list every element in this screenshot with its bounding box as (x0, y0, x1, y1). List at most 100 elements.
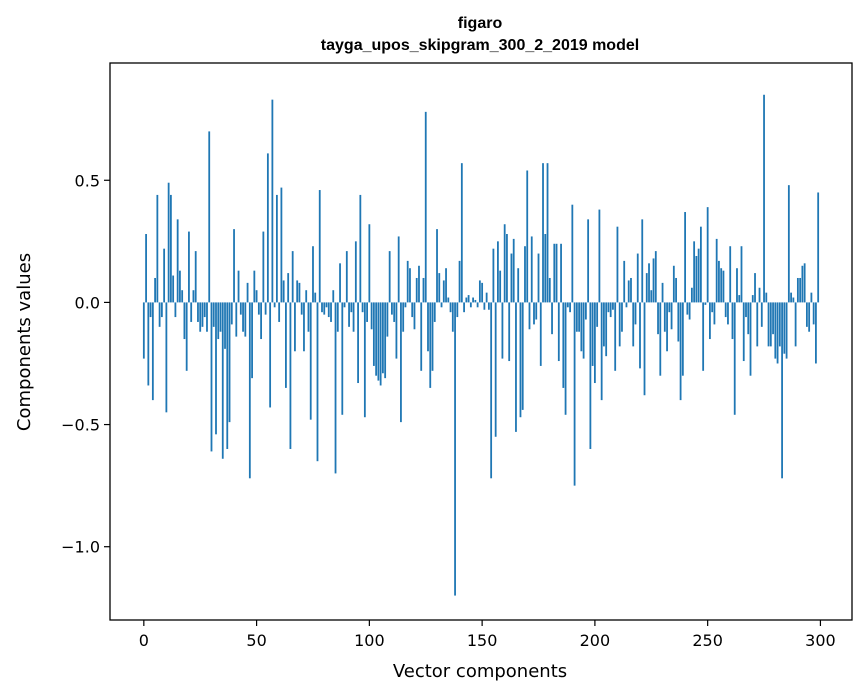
bar-component-181 (551, 302, 553, 335)
bar-component-269 (749, 302, 752, 376)
bar-component-214 (625, 302, 628, 308)
bar-component-43 (239, 302, 242, 315)
bar-component-54 (264, 302, 267, 315)
bar-component-27 (203, 302, 206, 318)
bar-component-21 (190, 302, 193, 322)
bar-component-185 (560, 243, 562, 303)
bar-component-230 (661, 282, 664, 303)
bar-component-227 (654, 251, 657, 303)
bar-component-259 (727, 302, 729, 325)
bar-component-89 (343, 302, 346, 308)
bar-component-144 (467, 295, 470, 303)
bar-component-35 (221, 302, 224, 459)
bar-component-100 (368, 224, 371, 303)
bar-component-182 (553, 243, 556, 303)
bar-component-112 (395, 302, 398, 359)
bar-component-83 (330, 302, 332, 322)
bar-component-77 (316, 302, 319, 462)
bar-component-195 (582, 302, 585, 359)
bar-component-233 (668, 302, 671, 313)
bar-component-191 (573, 302, 576, 486)
bar-component-48 (251, 302, 253, 379)
bar-component-121 (415, 277, 418, 303)
bar-component-9 (163, 248, 166, 303)
bar-component-149 (478, 280, 481, 303)
bar-component-284 (783, 302, 786, 354)
bar-component-166 (517, 268, 520, 303)
bar-component-88 (341, 302, 344, 415)
bar-component-197 (587, 219, 590, 303)
bar-component-114 (400, 302, 402, 423)
bar-component-96 (359, 194, 362, 303)
bar-component-29 (208, 131, 211, 303)
bar-component-125 (424, 111, 427, 303)
bar-component-56 (269, 302, 272, 408)
bar-component-40 (233, 229, 235, 303)
bar-component-224 (648, 263, 650, 303)
bar-component-158 (499, 270, 502, 303)
x-tick-label-100: 100 (354, 631, 385, 650)
bar-component-137 (451, 302, 454, 332)
bar-component-13 (172, 275, 175, 303)
x-axis-label: Vector components (393, 661, 567, 682)
bar-component-119 (411, 302, 414, 318)
bar-component-30 (210, 302, 213, 452)
bar-component-4 (151, 302, 154, 401)
bar-component-24 (197, 302, 199, 322)
bar-component-127 (429, 302, 432, 388)
bar-component-245 (695, 256, 698, 303)
bar-component-299 (817, 192, 820, 303)
bar-component-68 (296, 280, 299, 303)
bar-component-41 (235, 302, 238, 337)
bar-component-289 (794, 302, 797, 347)
bar-component-170 (526, 170, 529, 303)
bar-component-160 (503, 224, 506, 303)
bar-component-231 (663, 302, 666, 332)
bar-component-179 (546, 163, 549, 303)
bar-component-81 (325, 302, 328, 308)
bar-component-117 (406, 260, 409, 303)
bar-component-265 (740, 246, 743, 303)
bar-component-85 (334, 302, 337, 474)
bar-component-187 (564, 302, 567, 415)
y-tick-label-3: 0.5 (75, 171, 100, 190)
bar-component-263 (736, 268, 738, 303)
bar-component-101 (370, 302, 373, 330)
bar-component-251 (709, 302, 711, 340)
bar-component-36 (224, 302, 226, 349)
x-axis-ticks: 0 50 100 150 200 250 300 (139, 620, 836, 650)
bar-component-58 (273, 302, 276, 308)
bar-component-53 (262, 231, 265, 303)
bar-component-2 (147, 302, 150, 386)
bar-component-253 (713, 302, 716, 325)
bar-component-169 (524, 246, 526, 303)
bar-component-139 (456, 302, 459, 318)
bar-component-264 (738, 295, 741, 303)
bar-component-87 (339, 263, 341, 303)
bar-component-273 (758, 287, 761, 303)
bar-component-7 (158, 302, 161, 327)
bar-component-84 (332, 290, 335, 303)
bar-component-46 (246, 282, 249, 303)
bar-component-286 (787, 185, 790, 303)
bar-component-210 (616, 226, 619, 303)
bar-component-133 (442, 280, 445, 303)
bar-component-186 (562, 302, 565, 388)
bar-component-16 (179, 270, 181, 303)
bar-component-199 (591, 302, 594, 366)
bar-component-44 (242, 302, 244, 332)
bar-component-288 (792, 297, 795, 303)
bar-component-18 (183, 302, 186, 340)
bar-component-280 (774, 302, 777, 359)
bar-component-95 (357, 302, 359, 384)
bar-component-153 (487, 302, 490, 310)
y-tick-label-2: 0.0 (75, 293, 100, 312)
bar-component-203 (600, 302, 603, 401)
bar-component-290 (796, 277, 799, 303)
x-tick-label-250: 250 (692, 631, 723, 650)
bar-component-126 (427, 302, 429, 352)
bar-component-23 (194, 251, 197, 303)
bar-component-67 (294, 302, 296, 352)
bar-component-122 (418, 265, 420, 303)
bar-component-175 (537, 253, 540, 303)
